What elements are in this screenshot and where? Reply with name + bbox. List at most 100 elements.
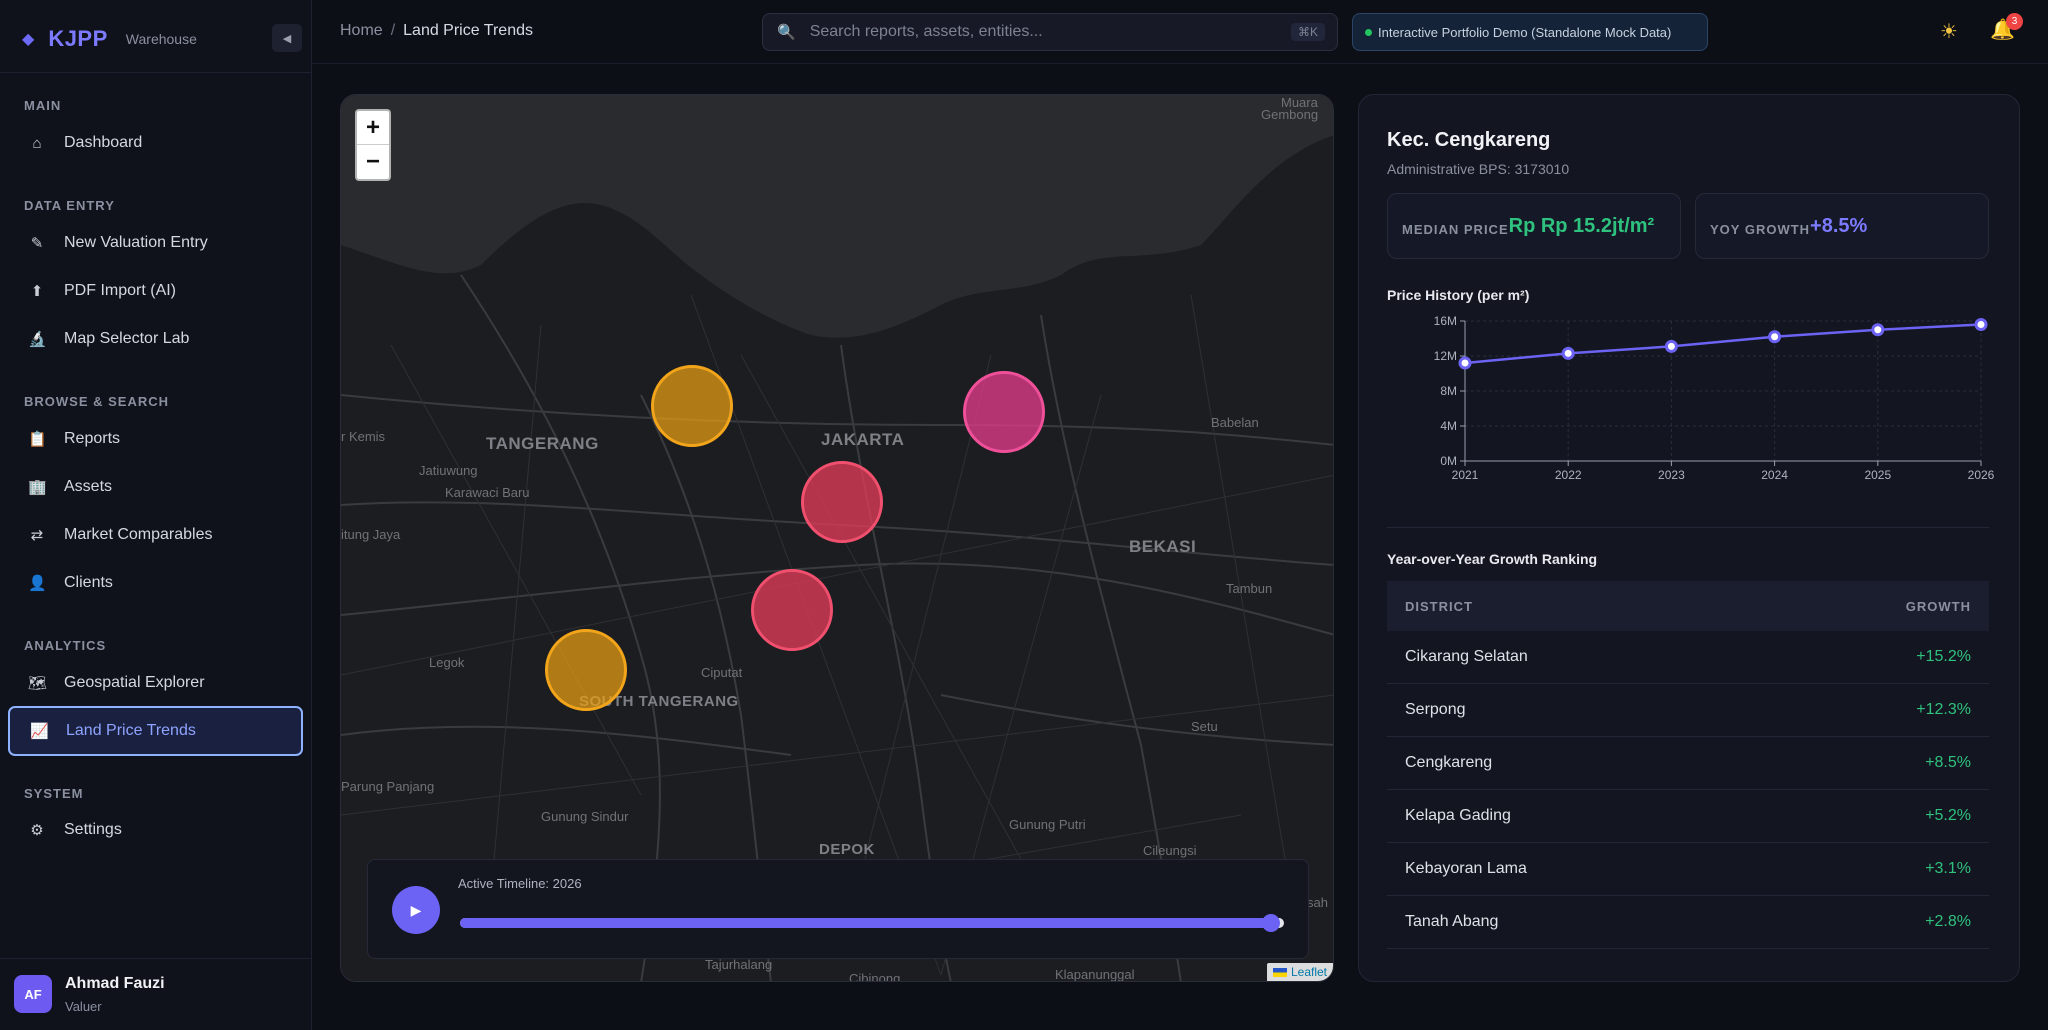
- map-label-tambun: Tambun: [1226, 581, 1273, 596]
- price-marker-cengkareng[interactable]: [801, 461, 883, 543]
- district-name: Kec. Cengkareng: [1387, 129, 1551, 151]
- map-label-cileungsi: Cileungsi: [1143, 843, 1197, 858]
- collapse-sidebar-button[interactable]: ◀: [272, 24, 302, 52]
- map-attribution[interactable]: Leaflet: [1266, 963, 1333, 981]
- demo-badge-text: Interactive Portfolio Demo (Standalone M…: [1378, 24, 1672, 40]
- chart-up-icon: 📈: [30, 723, 49, 740]
- demo-mode-badge: Interactive Portfolio Demo (Standalone M…: [1352, 13, 1708, 51]
- brand-divider: [0, 72, 312, 73]
- sidebar-item-market-comparables[interactable]: ⇄ Market Comparables: [8, 512, 303, 558]
- column-header-growth: GROWTH: [1905, 598, 1971, 614]
- price-series-point: [1871, 323, 1885, 337]
- sidebar-item-label: Geospatial Explorer: [64, 674, 205, 691]
- x-tick-label: 2024: [1761, 468, 1788, 482]
- attribution-link[interactable]: Leaflet: [1290, 965, 1327, 979]
- price-marker-kelapa-gading[interactable]: [963, 371, 1045, 453]
- search-shortcut: ⌘K: [1290, 23, 1325, 41]
- table-row[interactable]: Kebayoran Lama +3.1%: [1387, 843, 1989, 896]
- sidebar-item-new-valuation-entry[interactable]: ✎ New Valuation Entry: [8, 220, 303, 266]
- row-growth: +15.2%: [1916, 648, 1971, 665]
- row-district: Tanah Abang: [1405, 913, 1499, 930]
- search-input[interactable]: [809, 23, 1280, 41]
- x-tick-label: 2025: [1864, 468, 1891, 482]
- row-growth: +8.5%: [1925, 754, 1971, 771]
- sidebar-item-label: Dashboard: [64, 134, 143, 151]
- sidebar-item-dashboard[interactable]: ⌂ Dashboard: [8, 120, 303, 166]
- timeline-slider[interactable]: [460, 914, 1284, 932]
- search-bar[interactable]: 🔍 ⌘K: [762, 13, 1338, 51]
- pencil-icon: ✎: [30, 235, 44, 252]
- status-dot-icon: [1365, 28, 1372, 36]
- map-label-itung-jaya: itung Jaya: [341, 527, 401, 542]
- x-tick-label: 2021: [1452, 468, 1479, 482]
- breadcrumb-current: Land Price Trends: [403, 22, 533, 39]
- price-marker-tangerang[interactable]: [651, 365, 733, 447]
- timeline-slider-thumb[interactable]: [1262, 914, 1280, 932]
- ukraine-flag-icon: [1272, 967, 1287, 977]
- user-icon: 👤: [28, 575, 47, 592]
- growth-ranking-table: DISTRICT GROWTH Cikarang Selatan +15.2% …: [1387, 581, 1989, 949]
- table-row[interactable]: Kelapa Gading +5.2%: [1387, 790, 1989, 843]
- theme-toggle-sun-icon[interactable]: ☀: [1940, 21, 1958, 43]
- price-marker-kebayoran-lama[interactable]: [751, 569, 833, 651]
- sidebar-item-map-selector-lab[interactable]: 🔬 Map Selector Lab: [8, 316, 303, 362]
- sidebar: ◆ KJPP Warehouse ◀ MAIN ⌂ Dashboard DATA…: [0, 0, 312, 1030]
- sidebar-item-assets[interactable]: 🏢 Assets: [8, 464, 303, 510]
- map-label-cibinong: Cibinong: [849, 971, 901, 982]
- sidebar-item-land-price-trends[interactable]: 📈 Land Price Trends: [8, 706, 303, 756]
- user-divider: [0, 958, 312, 959]
- timeline-slider-fill: [460, 918, 1271, 928]
- row-district: Cengkareng: [1405, 754, 1493, 771]
- brand[interactable]: ◆ KJPP Warehouse: [22, 26, 197, 52]
- ranking-title: Year-over-Year Growth Ranking: [1387, 551, 1598, 567]
- sidebar-item-reports[interactable]: 📋 Reports: [8, 416, 303, 462]
- sidebar-item-label: Clients: [64, 574, 113, 591]
- median-price-label: MEDIAN PRICE: [1402, 221, 1509, 237]
- price-history-chart: 0M 4M 8M 12M 16M 2021 2022 2023 2024 2025 2026: [1434, 314, 1995, 482]
- sidebar-item-label: Settings: [64, 821, 122, 838]
- sidebar-item-clients[interactable]: 👤 Clients: [8, 560, 303, 606]
- map-label-tajurhalang: Tajurhalang: [705, 957, 773, 972]
- user-role: Valuer: [65, 999, 102, 1014]
- sidebar-item-geospatial-explorer[interactable]: 🗺 Geospatial Explorer: [8, 660, 303, 706]
- land-price-map[interactable]: Muara Gembong Babelan JAKARTA TANGERANG …: [340, 94, 1334, 982]
- sidebar-item-label: Land Price Trends: [66, 722, 196, 739]
- zoom-out-button[interactable]: −: [365, 148, 380, 175]
- map-label-parung-panjang: Parung Panjang: [341, 779, 435, 794]
- play-button[interactable]: ▶: [392, 886, 440, 934]
- map-label-gunung-sindur: Gunung Sindur: [541, 809, 629, 824]
- user-name: Ahmad Fauzi: [65, 975, 165, 992]
- table-row[interactable]: Tanah Abang +2.8%: [1387, 896, 1989, 949]
- avatar[interactable]: AF: [14, 975, 52, 1013]
- map-label-ciputat: Ciputat: [701, 665, 743, 680]
- column-header-district: DISTRICT: [1405, 598, 1473, 614]
- map-label-depok: DEPOK: [819, 841, 875, 858]
- table-row[interactable]: Serpong +12.3%: [1387, 684, 1989, 737]
- table-row[interactable]: Cengkareng +8.5%: [1387, 737, 1989, 790]
- x-tick-label: 2023: [1658, 468, 1685, 482]
- map-label-jatiuwung: Jatiuwung: [419, 463, 478, 478]
- sidebar-item-pdf-import[interactable]: ⬆ PDF Import (AI): [8, 268, 303, 314]
- brand-subtitle: Warehouse: [125, 31, 197, 47]
- price-marker-serpong[interactable]: [545, 629, 627, 711]
- play-icon: ▶: [410, 901, 422, 918]
- microscope-icon: 🔬: [28, 331, 47, 348]
- brand-name: KJPP: [48, 26, 108, 51]
- price-series-point: [1664, 339, 1678, 353]
- zoom-control: + −: [355, 109, 391, 181]
- building-icon: 🏢: [28, 479, 47, 496]
- table-row[interactable]: Cikarang Selatan +15.2%: [1387, 631, 1989, 684]
- zoom-in-button[interactable]: +: [357, 111, 389, 145]
- y-tick-label: 0M: [1440, 454, 1457, 468]
- row-growth: +3.1%: [1925, 860, 1971, 877]
- y-tick-label: 12M: [1434, 349, 1457, 363]
- price-series-point: [1458, 356, 1472, 370]
- sidebar-item-settings[interactable]: ⚙ Settings: [8, 807, 303, 853]
- breadcrumb-separator: /: [390, 22, 396, 39]
- map-label-rkemis: r Kemis: [341, 429, 386, 444]
- breadcrumb-home-link[interactable]: Home: [340, 22, 383, 39]
- table-header: DISTRICT GROWTH: [1387, 581, 1989, 631]
- sidebar-item-label: Assets: [64, 478, 113, 495]
- chart-title: Price History (per m²): [1387, 287, 1530, 303]
- search-icon: 🔍: [777, 24, 796, 41]
